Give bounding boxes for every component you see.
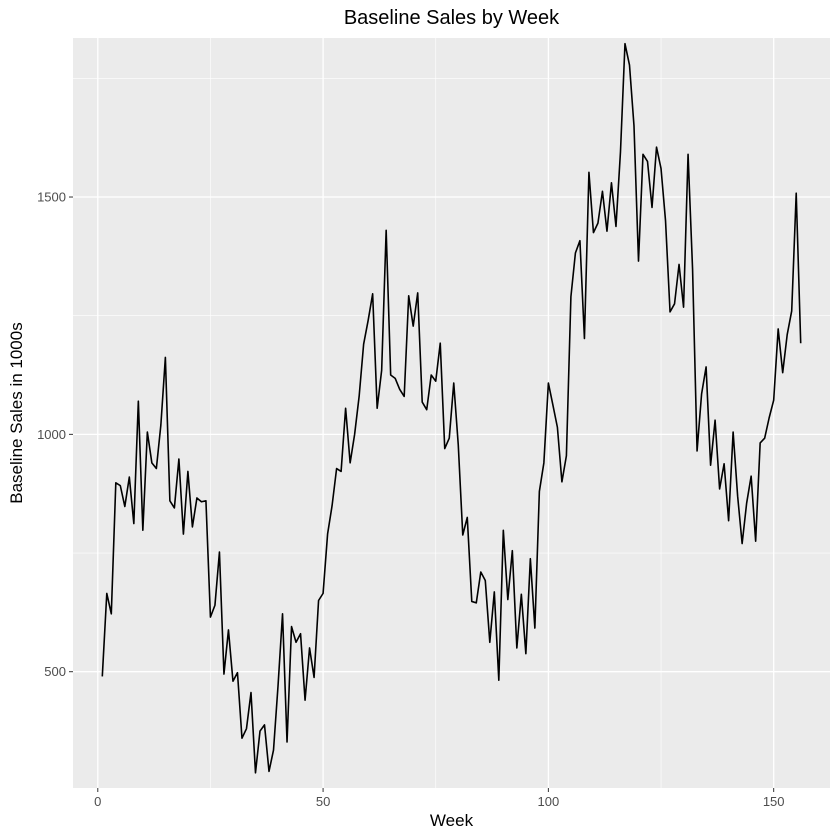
y-tick-label: 500 [44, 664, 66, 679]
x-axis-title: Week [430, 811, 474, 830]
x-tick-label: 0 [94, 794, 101, 809]
y-tick-label: 1000 [37, 427, 66, 442]
series-layer [101, 42, 802, 774]
y-tick-label: 1500 [37, 190, 66, 205]
axis-ticks [69, 196, 775, 792]
x-tick-label: 50 [316, 794, 330, 809]
tick-labels: 0 50 100 150 500 1000 1500 [37, 190, 784, 809]
y-axis-title: Baseline Sales in 1000s [7, 322, 26, 503]
chart-title: Baseline Sales by Week [344, 7, 560, 29]
x-tick-label: 150 [763, 794, 785, 809]
minor-gridlines [73, 38, 830, 788]
series-line [101, 42, 802, 774]
major-gridlines [73, 38, 830, 788]
x-tick-label: 100 [538, 794, 560, 809]
